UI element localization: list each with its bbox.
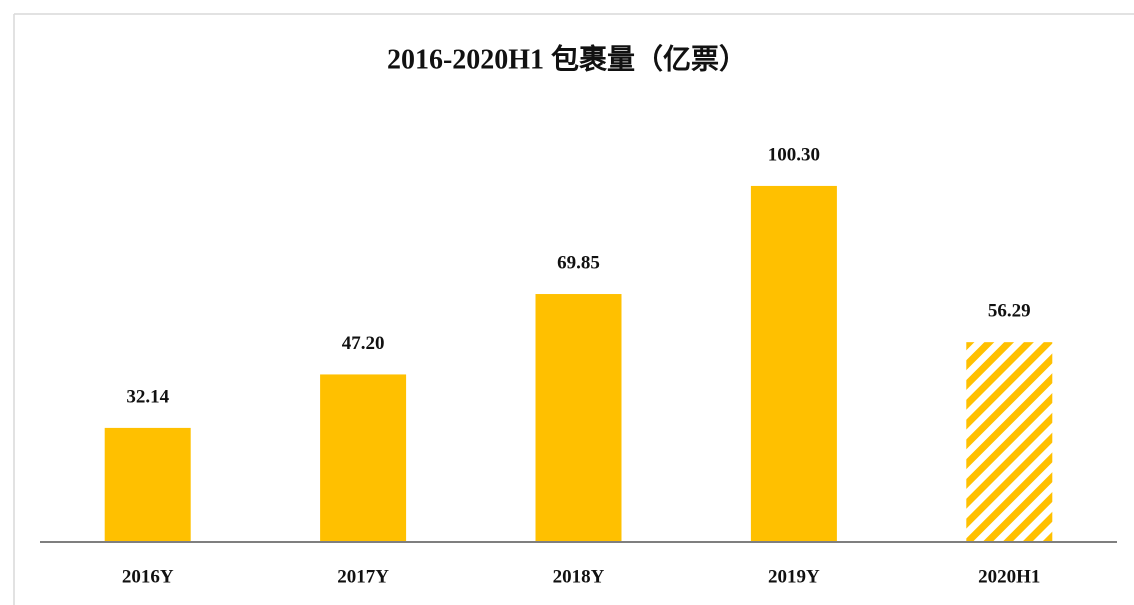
bar <box>966 342 1053 542</box>
bar <box>320 374 407 542</box>
x-tick-label: 2018Y <box>553 566 605 587</box>
data-label: 56.29 <box>988 301 1031 322</box>
data-label: 32.14 <box>126 386 169 407</box>
bar <box>104 427 191 542</box>
x-tick-label: 2017Y <box>337 566 389 587</box>
x-tick-label: 2016Y <box>122 566 174 587</box>
data-label: 69.85 <box>557 252 600 273</box>
bar <box>750 185 837 542</box>
bar <box>535 294 622 542</box>
x-tick-label: 2019Y <box>768 566 820 587</box>
data-label: 47.20 <box>342 333 385 354</box>
x-tick-label: 2020H1 <box>978 566 1040 587</box>
data-label: 100.30 <box>768 144 820 165</box>
chart-title: 2016-2020H1 包裹量（亿票） <box>387 42 747 75</box>
